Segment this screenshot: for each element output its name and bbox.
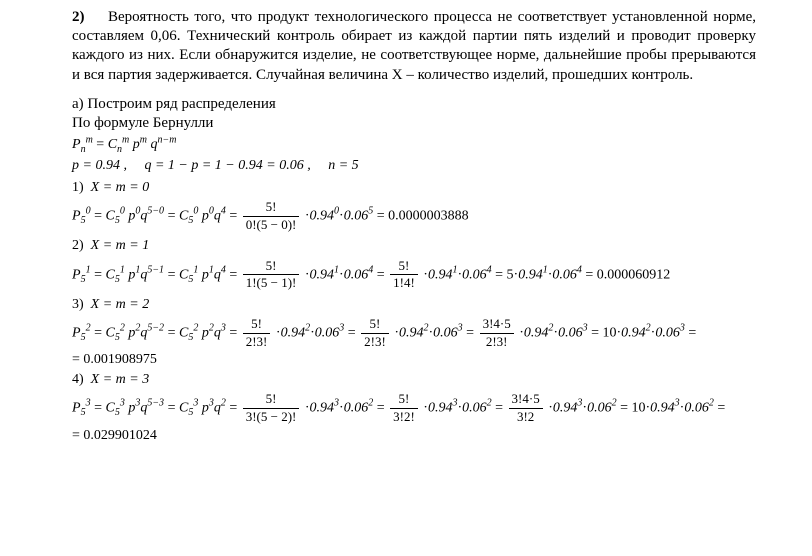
param-p: p = 0.94 ,	[72, 158, 127, 173]
case-2-header: 2) X = m = 1	[72, 236, 756, 255]
bf-C: Cnm	[108, 137, 130, 152]
param-q: q = 1 − p = 1 − 0.94 = 0.06 ,	[144, 158, 310, 173]
case-1-header: 1) X = m = 0	[72, 178, 756, 197]
problem-text: Вероятность того, что продукт технологич…	[72, 9, 756, 83]
case-2-eq: P51 = C51 p1q5−1 = C51 p1q4 = 5!1!(5 − 1…	[72, 258, 756, 292]
case-1-eq: P50 = C50 p0q5−0 = C50 p0q4 = 5!0!(5 − 0…	[72, 199, 756, 233]
case-3-header: 3) X = m = 2	[72, 295, 756, 314]
section-a-heading: a) Построим ряд распределения	[72, 95, 756, 114]
params-line: p = 0.94 , q = 1 − p = 1 − 0.94 = 0.06 ,…	[72, 157, 756, 175]
bf-P: Pnm	[72, 137, 93, 152]
bf-p: pm	[133, 137, 147, 152]
section-a: a) Построим ряд распределения По формуле…	[72, 95, 756, 445]
param-n: n = 5	[328, 158, 358, 173]
case-4-header: 4) X = m = 3	[72, 370, 756, 389]
problem-statement: 2)Вероятность того, что продукт технолог…	[72, 8, 756, 85]
case-4-eq: P53 = C53 p3q5−3 = C53 p3q2 = 5!3!(5 − 2…	[72, 391, 756, 425]
bf-q: qn−m	[151, 137, 177, 152]
bernoulli-label: По формуле Бернулли	[72, 114, 756, 133]
page: 2)Вероятность того, что продукт технолог…	[0, 0, 812, 556]
bernoulli-formula: Pnm = Cnm pm qn−m	[72, 136, 756, 154]
case-3-eq: P52 = C52 p2q5−2 = C52 p2q3 = 5!2!3! ·0.…	[72, 316, 756, 350]
problem-number: 2)	[72, 8, 108, 27]
case-4-result: = 0.029901024	[72, 427, 756, 445]
case-3-result: = 0.001908975	[72, 351, 756, 369]
bf-eq: =	[96, 137, 107, 152]
